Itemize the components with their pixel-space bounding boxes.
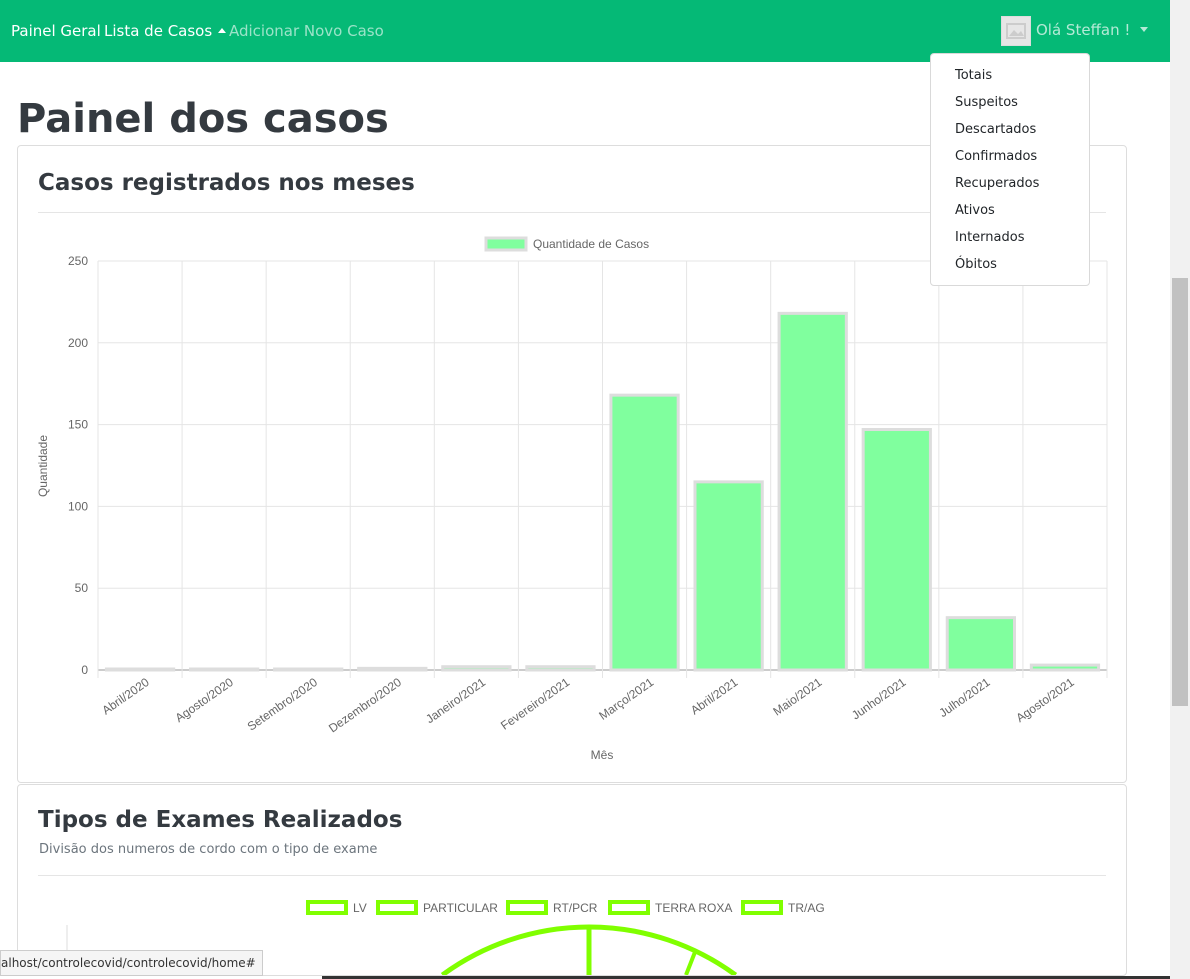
legend-label: TERRA ROXA — [655, 901, 732, 915]
legend-label: TR/AG — [788, 901, 825, 915]
x-tick-label: Julho/2021 — [936, 675, 992, 720]
x-tick-label: Setembro/2020 — [245, 675, 321, 734]
x-tick-label: Junho/2021 — [849, 675, 909, 723]
dropdown-item[interactable]: Confirmados — [955, 149, 1038, 164]
nav-lista-de-casos[interactable]: Lista de Casos — [104, 22, 227, 40]
dropdown-item[interactable]: Óbitos — [955, 257, 997, 272]
x-tick-label: Abril/2021 — [688, 675, 741, 718]
navbar: Painel Geral Lista de Casos Adicionar No… — [0, 0, 1170, 62]
x-tick-label: Abril/2020 — [99, 675, 152, 718]
caret-down-icon — [1140, 27, 1149, 32]
bar — [777, 311, 848, 672]
dropdown-item[interactable]: Totais — [955, 68, 993, 83]
divider — [38, 212, 1106, 213]
bar — [861, 428, 932, 672]
y-tick-label: 150 — [68, 418, 88, 432]
legend-label: PARTICULAR — [423, 901, 498, 915]
bar — [945, 616, 1017, 672]
bar — [273, 667, 344, 672]
dropdown-item[interactable]: Recuperados — [955, 176, 1040, 191]
y-tick-label: 250 — [68, 254, 88, 268]
legend-swatch — [484, 236, 528, 252]
x-tick-label: Março/2021 — [596, 675, 656, 723]
dropdown-item[interactable]: Descartados — [955, 122, 1037, 137]
pie-slice-border — [684, 951, 697, 975]
y-tick-label: 50 — [75, 581, 89, 595]
taskbar — [322, 976, 1170, 979]
scrollbar-thumb[interactable] — [1172, 278, 1188, 706]
card-title: Casos registrados nos meses — [38, 170, 415, 196]
legend-label: LV — [353, 901, 367, 915]
y-tick-label: 100 — [68, 499, 88, 513]
x-tick-label: Agosto/2020 — [173, 675, 236, 725]
dropdown-item[interactable]: Internados — [955, 230, 1025, 245]
x-tick-label: Janeiro/2021 — [423, 675, 488, 726]
exam-types-card: Tipos de Exames Realizados Divisão dos n… — [17, 784, 1127, 976]
y-tick-label: 0 — [81, 663, 88, 677]
avatar[interactable] — [1001, 16, 1031, 46]
x-axis-title: Mês — [591, 748, 614, 762]
caret-up-icon — [218, 28, 227, 33]
dropdown-item[interactable]: Suspeitos — [955, 95, 1018, 110]
cases-dropdown-menu: Totais Suspeitos Descartados Confirmados Rec… — [930, 53, 1090, 286]
card-title: Tipos de Exames Realizados — [38, 807, 403, 833]
x-tick-label: Maio/2021 — [770, 675, 824, 719]
bar — [441, 665, 512, 672]
legend-label: Quantidade de Casos — [533, 237, 649, 251]
nav-adicionar-caso[interactable]: Adicionar Novo Caso — [229, 22, 384, 40]
x-tick-label: Fevereiro/2021 — [498, 675, 572, 733]
x-tick-label: Dezembro/2020 — [326, 675, 404, 736]
bar — [357, 666, 428, 672]
y-axis-title: Quantidade — [36, 435, 50, 497]
page-title: Painel dos casos — [17, 96, 389, 142]
image-placeholder-icon — [1006, 23, 1026, 39]
legend-swatch — [506, 900, 548, 915]
nav-painel-geral[interactable]: Painel Geral — [11, 22, 101, 40]
bar — [104, 667, 176, 672]
legend-label: RT/PCR — [553, 901, 598, 915]
user-greeting: Olá Steffan ! — [1036, 21, 1131, 39]
card-subtitle: Divisão dos numeros de cordo com o tipo … — [39, 842, 378, 857]
legend-swatch — [608, 900, 650, 915]
bar-chart: 0 50 100 150 200 250 Abril/2020 Agosto/2020 Sete… — [36, 236, 1108, 762]
bar — [1029, 663, 1101, 672]
pie-chart: LV PARTICULAR RT/PCR TERRA ROXA TR/AG — [66, 900, 825, 975]
y-tick-label: 200 — [68, 336, 88, 350]
bar — [609, 393, 680, 672]
divider — [38, 875, 1106, 876]
user-menu[interactable]: Olá Steffan ! — [1036, 21, 1149, 39]
bar — [693, 480, 764, 672]
legend-swatch — [376, 900, 418, 915]
legend-swatch — [306, 900, 348, 915]
bar — [525, 665, 596, 672]
dropdown-item[interactable]: Ativos — [955, 203, 995, 218]
x-tick-label: Agosto/2021 — [1013, 675, 1076, 725]
bar — [188, 667, 260, 672]
nav-lista-label: Lista de Casos — [104, 22, 213, 40]
status-bar-url: alhost/controlecovid/controlecovid/home# — [0, 950, 263, 976]
legend-swatch — [741, 900, 783, 915]
